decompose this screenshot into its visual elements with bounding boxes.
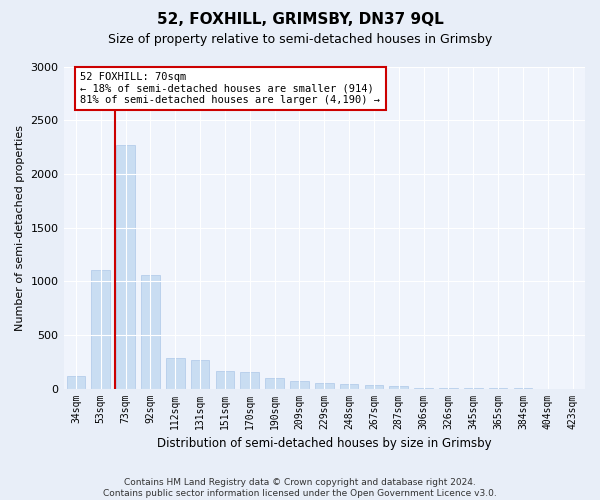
Text: Size of property relative to semi-detached houses in Grimsby: Size of property relative to semi-detach… <box>108 32 492 46</box>
Bar <box>166 358 185 388</box>
X-axis label: Distribution of semi-detached houses by size in Grimsby: Distribution of semi-detached houses by … <box>157 437 491 450</box>
Bar <box>191 360 209 388</box>
Bar <box>315 382 334 388</box>
Y-axis label: Number of semi-detached properties: Number of semi-detached properties <box>15 124 25 330</box>
Bar <box>365 386 383 388</box>
Bar <box>241 372 259 388</box>
Bar <box>91 270 110 388</box>
Bar <box>141 275 160 388</box>
Bar <box>116 145 135 388</box>
Text: 52, FOXHILL, GRIMSBY, DN37 9QL: 52, FOXHILL, GRIMSBY, DN37 9QL <box>157 12 443 28</box>
Text: Contains HM Land Registry data © Crown copyright and database right 2024.
Contai: Contains HM Land Registry data © Crown c… <box>103 478 497 498</box>
Text: 52 FOXHILL: 70sqm
← 18% of semi-detached houses are smaller (914)
81% of semi-de: 52 FOXHILL: 70sqm ← 18% of semi-detached… <box>80 72 380 105</box>
Bar <box>340 384 358 388</box>
Bar <box>265 378 284 388</box>
Bar <box>67 376 85 388</box>
Bar <box>290 381 309 388</box>
Bar <box>215 371 234 388</box>
Bar <box>389 386 408 388</box>
